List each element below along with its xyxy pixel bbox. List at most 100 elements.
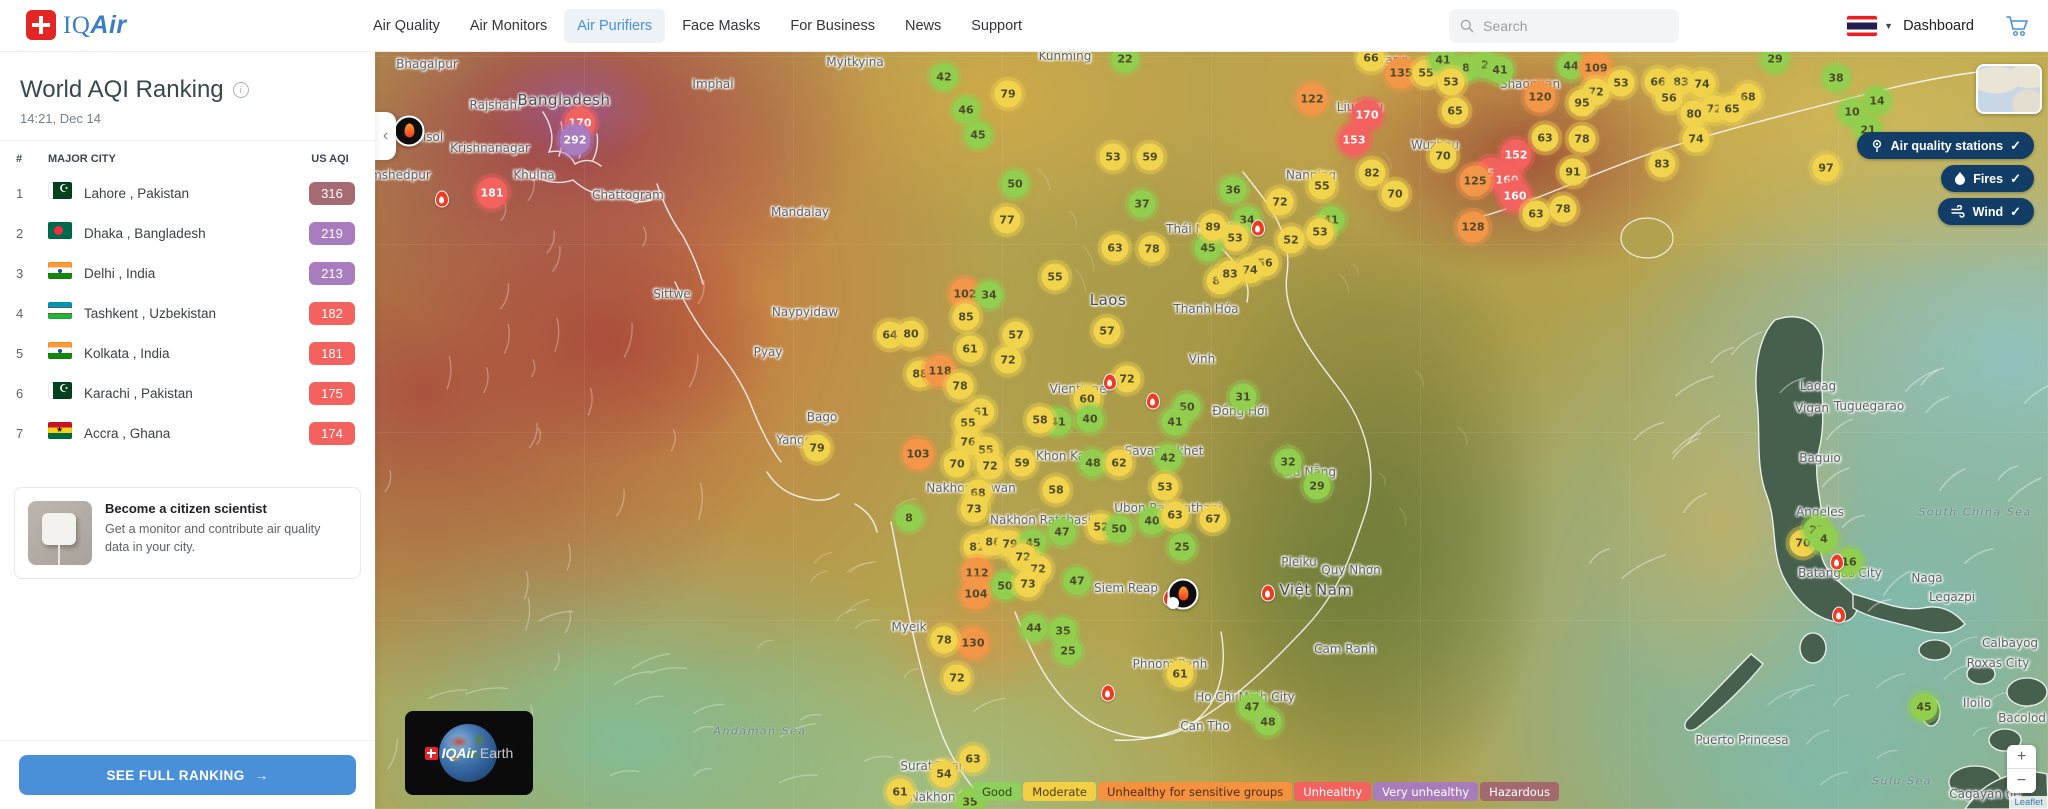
aqi-marker[interactable]: 67 xyxy=(1199,505,1227,533)
aqi-marker[interactable]: 120 xyxy=(1524,81,1556,113)
aqi-marker[interactable]: 52 xyxy=(1277,226,1305,254)
aqi-marker[interactable]: 122 xyxy=(1296,83,1328,115)
aqi-marker[interactable]: 153 xyxy=(1338,124,1370,156)
aqi-marker[interactable]: 118 xyxy=(924,355,956,387)
fire-icon[interactable] xyxy=(1146,392,1160,410)
aqi-marker[interactable]: 55 xyxy=(1308,172,1336,200)
aqi-marker[interactable]: 160 xyxy=(1499,180,1531,212)
thailand-flag[interactable] xyxy=(1847,16,1878,36)
aqi-marker[interactable]: 50 xyxy=(991,572,1019,600)
aqi-marker[interactable]: 4 xyxy=(1810,525,1838,553)
aqi-marker[interactable]: 125 xyxy=(1459,165,1491,197)
aqi-marker[interactable]: 181 xyxy=(476,177,508,209)
aqi-marker[interactable]: 91 xyxy=(1559,158,1587,186)
aqi-marker[interactable]: 46 xyxy=(952,96,980,124)
aqi-marker[interactable]: 152 xyxy=(1500,139,1532,171)
aqi-marker[interactable]: 73 xyxy=(1014,570,1042,598)
aqi-marker[interactable]: 89 xyxy=(1199,213,1227,241)
aqi-marker[interactable]: 63 xyxy=(1522,200,1550,228)
sidebar-collapse-button[interactable]: ‹ xyxy=(375,112,396,160)
aqi-marker[interactable]: 128 xyxy=(1457,211,1489,243)
aqi-marker[interactable]: 36 xyxy=(1219,176,1247,204)
aqi-marker[interactable]: 16 xyxy=(1835,548,1863,576)
aqi-marker[interactable]: 79 xyxy=(803,434,831,462)
station-dot[interactable] xyxy=(1167,597,1179,609)
ranking-row[interactable]: 1 ☪ Lahore , Pakistan 316 xyxy=(0,173,375,213)
aqi-marker[interactable]: 61 xyxy=(1166,660,1194,688)
nav-item-air-monitors[interactable]: Air Monitors xyxy=(469,18,548,34)
fire-icon[interactable] xyxy=(1251,219,1265,237)
aqi-marker[interactable]: 40 xyxy=(1138,507,1166,535)
aqi-marker[interactable]: 104 xyxy=(960,578,992,610)
aqi-marker[interactable]: 74 xyxy=(1682,125,1710,153)
aqi-marker[interactable]: 70 xyxy=(1381,180,1409,208)
aqi-marker[interactable]: 41 xyxy=(1486,56,1514,84)
search-box[interactable] xyxy=(1449,9,1680,43)
aqi-marker[interactable]: 47 xyxy=(1063,567,1091,595)
aqi-marker[interactable]: 14 xyxy=(1863,87,1891,115)
aqi-marker[interactable]: 73 xyxy=(960,495,988,523)
map-canvas[interactable]: BhagalpurRajshahiBangladeshKrishnanagarA… xyxy=(375,52,2048,809)
aqi-marker[interactable]: 70 xyxy=(943,450,971,478)
iqair-logo[interactable]: IQAir xyxy=(26,10,127,40)
nav-item-face-masks[interactable]: Face Masks xyxy=(682,18,761,34)
aqi-marker[interactable]: 59 xyxy=(1136,143,1164,171)
aqi-marker[interactable]: 72 xyxy=(976,452,1004,480)
aqi-marker[interactable]: 50 xyxy=(1105,515,1133,543)
aqi-marker[interactable]: 65 xyxy=(1718,95,1746,123)
aqi-marker[interactable]: 53 xyxy=(1437,68,1465,96)
aqi-marker[interactable]: 83 xyxy=(1216,260,1244,288)
aqi-marker[interactable]: 78 xyxy=(1549,195,1577,223)
aqi-marker[interactable]: 72 xyxy=(994,346,1022,374)
aqi-marker[interactable]: 70 xyxy=(1429,142,1457,170)
aqi-marker[interactable]: 25 xyxy=(1054,637,1082,665)
see-full-ranking-button[interactable]: SEE FULL RANKING → xyxy=(19,755,356,795)
aqi-marker[interactable]: 63 xyxy=(1101,234,1129,262)
aqi-marker[interactable]: 57 xyxy=(1093,317,1121,345)
aqi-marker[interactable]: 41 xyxy=(1429,52,1457,74)
search-input[interactable] xyxy=(1483,18,1664,34)
aqi-marker[interactable]: 40 xyxy=(1076,405,1104,433)
aqi-marker[interactable]: 63 xyxy=(959,745,987,773)
aqi-marker[interactable]: 55 xyxy=(1412,59,1440,87)
zoom-in-button[interactable]: + xyxy=(2007,745,2036,769)
aqi-marker[interactable]: 48 xyxy=(1254,708,1282,736)
aqi-marker[interactable]: 80 xyxy=(1680,100,1708,128)
aqi-marker[interactable]: 66 xyxy=(1357,52,1385,72)
aqi-marker[interactable]: 45 xyxy=(964,121,992,149)
aqi-marker[interactable]: 56 xyxy=(1655,84,1683,112)
aqi-marker[interactable]: 170 xyxy=(1351,99,1383,131)
ranking-row[interactable]: 3 Delhi , India 213 xyxy=(0,253,375,293)
ranking-row[interactable]: 2 Dhaka , Bangladesh 219 xyxy=(0,213,375,253)
aqi-marker[interactable]: 47 xyxy=(1238,693,1266,721)
aqi-marker[interactable]: 72 xyxy=(943,664,971,692)
aqi-marker[interactable]: 78 xyxy=(1138,235,1166,263)
aqi-marker[interactable]: 38 xyxy=(1822,64,1850,92)
ranking-row[interactable]: 6 ☪ Karachi , Pakistan 175 xyxy=(0,373,375,413)
fire-icon[interactable] xyxy=(1261,584,1275,602)
aqi-marker[interactable]: 109 xyxy=(1580,52,1612,84)
minimap[interactable] xyxy=(1976,64,2042,114)
aqi-marker[interactable]: 78 xyxy=(930,626,958,654)
aqi-marker[interactable]: 57 xyxy=(1002,321,1030,349)
fire-icon[interactable] xyxy=(1830,553,1844,571)
aqi-marker[interactable]: 82 xyxy=(1358,159,1386,187)
fire-cluster-icon[interactable] xyxy=(393,115,425,147)
nav-item-air-purifiers[interactable]: Air Purifiers xyxy=(564,9,666,43)
aqi-marker[interactable]: 59 xyxy=(1008,449,1036,477)
aqi-marker[interactable]: 78 xyxy=(1568,125,1596,153)
aqi-marker[interactable]: 25 xyxy=(1168,533,1196,561)
aqi-marker[interactable]: 135 xyxy=(1385,57,1417,89)
chevron-down-icon[interactable]: ▼ xyxy=(1884,21,1894,31)
nav-item-support[interactable]: Support xyxy=(971,18,1023,34)
ranking-row[interactable]: 4 Tashkent , Uzbekistan 182 xyxy=(0,293,375,333)
aqi-marker[interactable]: 34 xyxy=(975,281,1003,309)
fire-icon[interactable] xyxy=(1103,373,1117,391)
aqi-marker[interactable]: 22 xyxy=(1111,52,1139,73)
aqi-marker[interactable]: 47 xyxy=(1048,518,1076,546)
aqi-marker[interactable]: 62 xyxy=(1105,449,1133,477)
nav-item-for-business[interactable]: For Business xyxy=(790,18,875,34)
iqair-earth-widget[interactable]: IQAir Earth xyxy=(405,711,533,795)
aqi-marker[interactable]: 130 xyxy=(957,627,989,659)
aqi-marker[interactable]: 95 xyxy=(1568,89,1596,117)
